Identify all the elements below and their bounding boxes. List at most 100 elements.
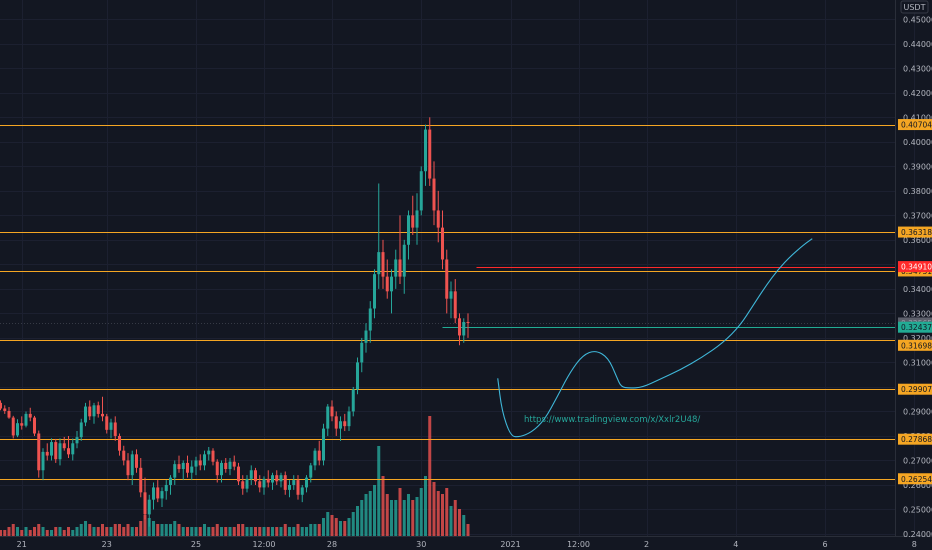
level-badge: 0.27868	[898, 433, 932, 445]
candle-body	[432, 178, 436, 211]
volume-bar	[79, 524, 83, 536]
volume-bar	[232, 527, 236, 536]
candle	[317, 440, 321, 466]
candle	[101, 396, 104, 422]
volume-bar	[381, 476, 385, 536]
candle	[373, 269, 376, 319]
volume-bar	[75, 527, 79, 536]
volume-bar	[309, 524, 313, 536]
level-badge-text: 0.27868	[901, 435, 932, 444]
volume-bar	[432, 482, 436, 536]
candle-body	[3, 408, 7, 411]
candle	[220, 460, 223, 483]
last-price-badge: 0.32437	[898, 321, 932, 333]
candle-body	[364, 330, 368, 343]
candle	[41, 448, 45, 481]
candle-body	[62, 443, 66, 449]
volume-bar	[271, 527, 274, 536]
time-tick-label: 4	[733, 540, 738, 549]
level-badge-text: 0.26254	[901, 475, 932, 484]
volume-bar	[67, 527, 70, 536]
volume-bar	[54, 527, 58, 536]
candle-body	[360, 342, 364, 363]
candle-body	[381, 252, 385, 277]
candle-body	[135, 454, 138, 468]
candle	[135, 449, 138, 473]
candle-body	[279, 475, 283, 482]
level-badge-text: 0.40704	[901, 121, 932, 130]
candle	[190, 460, 194, 481]
candle-body	[186, 462, 189, 473]
currency-label[interactable]: USDT	[900, 0, 929, 14]
candle	[424, 124, 427, 186]
volume-bar	[139, 521, 143, 536]
time-tick-label: 25	[191, 540, 201, 549]
candle	[381, 239, 385, 289]
candle-body	[368, 308, 372, 331]
candle	[224, 458, 228, 473]
volume-bar	[330, 515, 334, 536]
volume-bar	[360, 500, 364, 536]
candle	[109, 418, 113, 439]
candle	[343, 413, 347, 432]
candle	[71, 438, 75, 461]
candle-body	[28, 413, 32, 418]
candle	[28, 407, 32, 422]
level-badge: 0.26254	[898, 473, 932, 485]
candle	[173, 460, 177, 485]
candle-body	[428, 129, 432, 179]
candle	[462, 318, 466, 343]
candle-body	[190, 466, 194, 473]
candle	[313, 448, 317, 471]
candle	[305, 475, 308, 493]
candle	[453, 279, 457, 324]
candle	[458, 313, 461, 346]
candle	[347, 406, 351, 432]
candle	[113, 416, 117, 441]
candle-body	[50, 442, 53, 456]
candle-body	[122, 450, 126, 461]
candle	[292, 475, 296, 490]
candle	[50, 438, 53, 461]
candle	[7, 407, 11, 419]
time-tick-label: 12:00	[252, 540, 275, 549]
candle	[254, 467, 257, 485]
volume-bar	[411, 500, 415, 536]
volume-bar	[224, 527, 228, 536]
volume-bar	[453, 500, 457, 536]
candle-body	[254, 470, 257, 482]
candle	[322, 423, 325, 466]
candle-body	[313, 450, 317, 466]
candle-body	[436, 210, 440, 228]
volume-bar	[186, 527, 189, 536]
support-badge-box	[898, 339, 932, 351]
candle	[249, 465, 253, 485]
candle	[441, 210, 444, 270]
volume-bar	[326, 512, 330, 536]
candle-body	[224, 462, 228, 470]
candle-body	[198, 460, 202, 466]
volume-bar	[288, 527, 291, 536]
candle	[394, 249, 398, 289]
time-axis[interactable]: 21 23 25 12:00 28 30 2021 12:00 2 4 6 8	[17, 540, 917, 549]
candle-body	[75, 437, 79, 444]
volume-bar	[41, 527, 45, 536]
volume-bar	[50, 530, 53, 536]
candle	[0, 400, 2, 411]
candle	[279, 472, 283, 488]
candle-body	[237, 466, 240, 482]
candle	[266, 470, 270, 488]
candle-body	[67, 448, 70, 455]
volume-bar	[126, 524, 130, 536]
candle-body	[300, 487, 304, 495]
resistance-badge-box	[898, 261, 932, 273]
candle-body	[71, 443, 75, 455]
